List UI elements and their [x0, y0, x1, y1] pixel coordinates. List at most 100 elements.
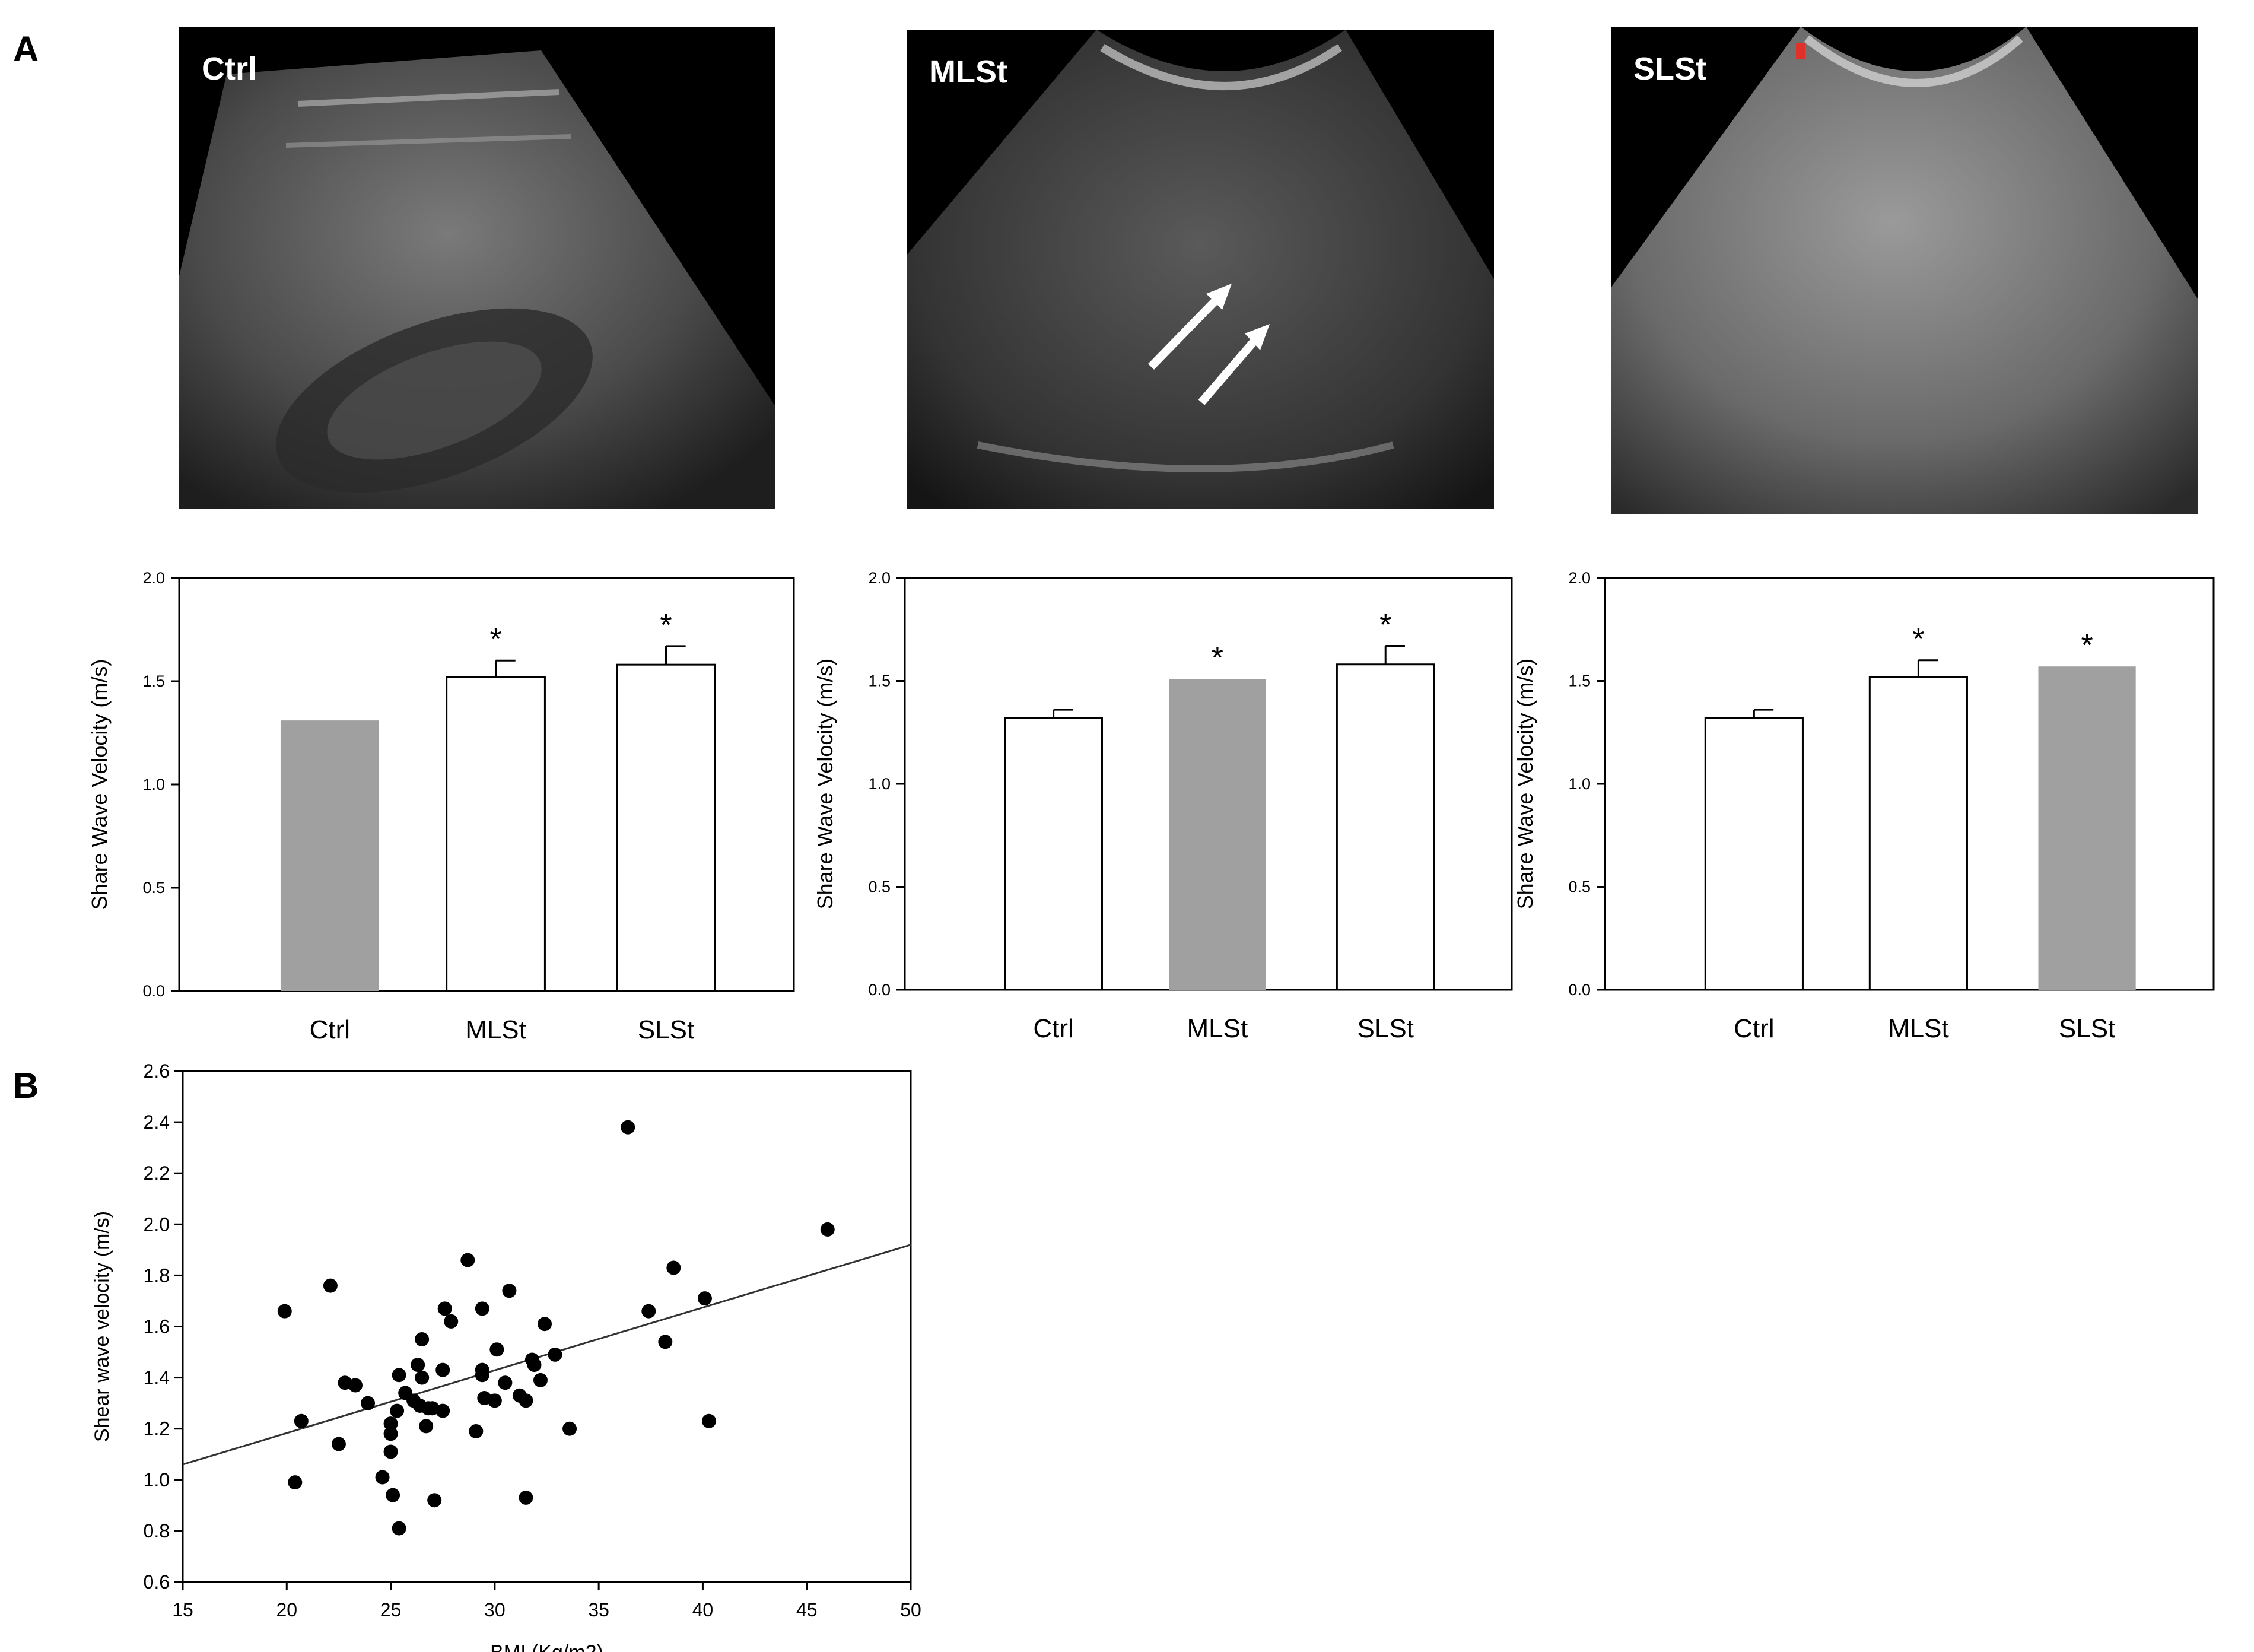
- y-tick-label: 1.6: [144, 1316, 170, 1338]
- x-tick-label: 30: [484, 1599, 506, 1621]
- y-tick-label: 1.0: [868, 775, 891, 793]
- data-point: [666, 1260, 681, 1275]
- y-tick-label: 1.5: [142, 672, 165, 690]
- x-tick-label: 25: [380, 1599, 402, 1621]
- data-point: [502, 1284, 517, 1298]
- y-tick-label: 2.0: [142, 569, 165, 587]
- data-point: [323, 1278, 338, 1293]
- data-point: [548, 1347, 562, 1362]
- data-point: [386, 1488, 400, 1502]
- x-category-label: Ctrl: [1033, 1014, 1073, 1043]
- data-point: [562, 1421, 577, 1436]
- data-point: [288, 1475, 303, 1490]
- x-tick-label: 50: [900, 1599, 921, 1621]
- ultrasound-image-ctrl: Ctrl: [179, 27, 775, 509]
- bar-mlst: [1169, 679, 1266, 990]
- data-point: [537, 1317, 552, 1332]
- data-point: [383, 1427, 398, 1441]
- x-category-label: Ctrl: [1734, 1014, 1774, 1043]
- y-tick-label: 2.0: [144, 1213, 170, 1235]
- regression-line: [182, 1244, 911, 1466]
- ultrasound-scan-mlst: [907, 30, 1494, 509]
- data-point: [533, 1373, 548, 1387]
- data-point: [444, 1314, 459, 1329]
- y-tick-label: 1.8: [144, 1265, 170, 1286]
- x-category-label: MLSt: [1187, 1014, 1248, 1043]
- x-category-label: MLSt: [1888, 1014, 1949, 1043]
- bar-slst: [616, 663, 716, 992]
- significance-star: *: [1212, 641, 1223, 675]
- x-tick-label: 35: [588, 1599, 609, 1621]
- data-point: [658, 1335, 673, 1349]
- data-point: [435, 1362, 450, 1377]
- data-point: [460, 1253, 475, 1267]
- x-category-label: SLSt: [2059, 1014, 2115, 1043]
- data-point: [392, 1368, 406, 1383]
- data-point: [641, 1304, 656, 1319]
- x-category-label: SLSt: [1358, 1014, 1414, 1043]
- bar-mlst: [446, 676, 546, 992]
- y-tick-label: 0.8: [144, 1520, 170, 1542]
- bar-ctrl: [1004, 717, 1103, 991]
- y-axis-label: Shear wave velocity (m/s): [91, 1211, 113, 1442]
- data-point: [498, 1375, 513, 1390]
- bar-slst: [2038, 666, 2136, 990]
- data-point: [487, 1393, 502, 1408]
- x-tick-label: 15: [172, 1599, 193, 1621]
- x-category-label: MLSt: [465, 1015, 526, 1044]
- y-axis-label: Share Wave Velocity (m/s): [1513, 659, 1537, 910]
- y-tick-label: 0.5: [142, 879, 165, 897]
- bar-slst: [1336, 663, 1435, 991]
- ultrasound-label-slst: SLSt: [1633, 51, 1707, 87]
- y-tick-label: 0.0: [142, 982, 165, 1000]
- ultrasound-scan-ctrl: [179, 50, 775, 509]
- x-tick-label: 45: [796, 1599, 818, 1621]
- data-point: [331, 1437, 346, 1451]
- data-point: [348, 1378, 363, 1393]
- data-point: [489, 1342, 504, 1357]
- data-point: [475, 1301, 489, 1316]
- data-point: [427, 1493, 442, 1508]
- y-tick-label: 0.6: [144, 1571, 170, 1593]
- bar-mlst: [1868, 676, 1968, 991]
- data-point: [294, 1413, 309, 1428]
- significance-star: *: [1912, 622, 1924, 657]
- y-tick-label: 2.6: [144, 1060, 170, 1082]
- x-category-label: SLSt: [638, 1015, 694, 1044]
- data-point: [701, 1413, 716, 1428]
- data-point: [475, 1368, 489, 1383]
- data-point: [277, 1304, 292, 1319]
- significance-star: *: [2081, 628, 2093, 663]
- data-point: [435, 1403, 450, 1418]
- ultrasound-label-mlst: MLSt: [929, 54, 1007, 90]
- red-marker: [1796, 43, 1805, 59]
- y-tick-label: 0.5: [868, 878, 891, 896]
- y-tick-label: 1.0: [144, 1469, 170, 1491]
- y-tick-label: 2.0: [868, 569, 891, 587]
- data-point: [621, 1120, 635, 1135]
- bar-ctrl: [280, 720, 379, 991]
- y-tick-label: 1.0: [1568, 775, 1591, 793]
- x-axis-label: BMI (Kg/m2): [490, 1641, 603, 1652]
- data-point: [415, 1370, 430, 1385]
- x-tick-label: 20: [276, 1599, 297, 1621]
- x-category-label: Ctrl: [310, 1015, 350, 1044]
- y-tick-label: 2.2: [144, 1162, 170, 1184]
- y-tick-label: 1.0: [142, 776, 165, 793]
- y-axis-label: Share Wave Velocity (m/s): [87, 659, 112, 910]
- data-point: [519, 1490, 533, 1505]
- ultrasound-image-mlst: MLSt: [907, 30, 1494, 509]
- significance-star: *: [660, 608, 672, 643]
- ultrasound-label-ctrl: Ctrl: [202, 51, 257, 87]
- y-tick-label: 1.5: [1568, 672, 1591, 690]
- data-point: [383, 1416, 398, 1431]
- data-point: [437, 1301, 452, 1316]
- y-tick-label: 2.4: [144, 1111, 170, 1133]
- y-tick-label: 1.5: [868, 672, 891, 690]
- data-point: [527, 1358, 542, 1373]
- data-point: [392, 1521, 406, 1536]
